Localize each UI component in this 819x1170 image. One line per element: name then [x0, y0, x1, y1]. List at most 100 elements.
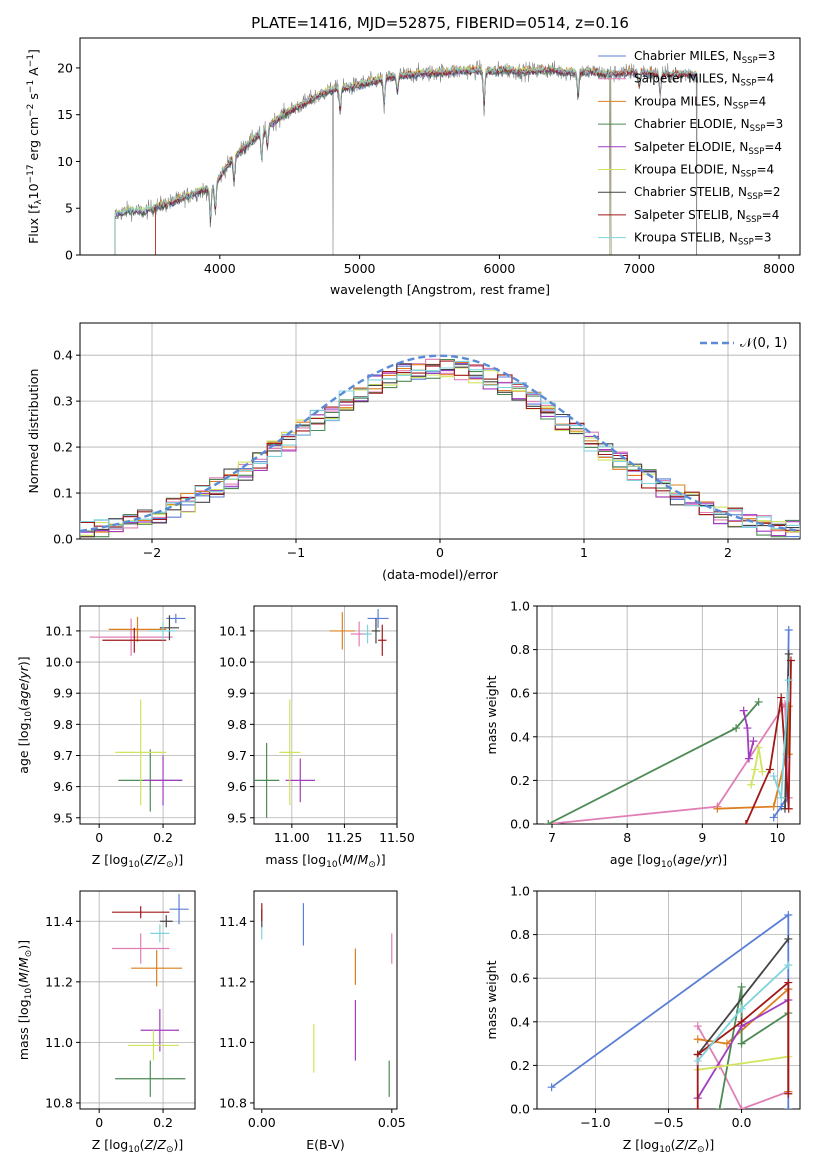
- weight-point-marker: [741, 820, 750, 824]
- legend-entry: Chabrier MILES, NSSP=3: [634, 49, 775, 66]
- weight-point-marker: [786, 656, 795, 665]
- x-tick-label: 0: [95, 1115, 103, 1130]
- errorbars: [89, 613, 186, 812]
- x-tick-label: 11.50: [379, 830, 415, 845]
- weight-series-line: [697, 1055, 789, 1071]
- weight-point-marker: [777, 793, 786, 802]
- y-tick-label: 10.1: [45, 623, 73, 638]
- weight-point-marker: [737, 1039, 746, 1048]
- weight-point-marker: [722, 1039, 731, 1048]
- x-tick-label: −1.0: [580, 1115, 610, 1130]
- model-spectrum-line: [114, 67, 612, 255]
- x-tick-label: 7000: [623, 261, 655, 276]
- x-tick-label: 8: [623, 830, 631, 845]
- model-spectrum-line: [155, 66, 697, 255]
- y-tick-label: 9.8: [53, 717, 73, 732]
- x-tick-label: 11.25: [327, 830, 363, 845]
- weight-point-marker: [754, 697, 763, 706]
- x-tick-label: 0.05: [378, 1115, 406, 1130]
- y-tick-label: 15: [57, 107, 73, 122]
- weight-series-line: [547, 701, 760, 824]
- model-spectrum-line: [114, 65, 612, 255]
- weight-series-line: [696, 938, 790, 1056]
- y-tick-label: 11.2: [219, 974, 247, 989]
- weight-lines: [547, 910, 793, 1109]
- weight-lines: [544, 625, 795, 824]
- y-tick-label: 1.0: [510, 884, 530, 899]
- x-tick-label: 10: [770, 830, 786, 845]
- y-tick-label: 9.7: [227, 748, 247, 763]
- y-tick-label: 9.6: [227, 779, 247, 794]
- weight-point-marker: [784, 625, 793, 634]
- weight-point-marker: [739, 706, 748, 715]
- weight-point-marker: [765, 765, 774, 774]
- y-axis-label: Normed distribution: [26, 369, 41, 494]
- weight-point-marker: [784, 676, 793, 685]
- x-tick-label: −1: [287, 545, 305, 560]
- weight-point-marker: [693, 1057, 702, 1066]
- model-spectrum-line: [155, 65, 697, 255]
- y-tick-label: 0.8: [510, 642, 530, 657]
- axes-frame: [79, 37, 801, 256]
- legend-entry: Kroupa ELODIE, NSSP=4: [634, 163, 774, 180]
- axes-frame: [79, 890, 196, 1110]
- weight-point-marker: [737, 1017, 746, 1026]
- x-tick-label: −0.5: [653, 1115, 683, 1130]
- mass-vs-Z-panel: 0 0.2 10.8 11.0 11.2 11.4 Z [log10(Z/Z⊙)] mass …: [16, 890, 196, 1155]
- weight-point-marker: [758, 767, 767, 776]
- axes-frame: [79, 605, 196, 825]
- weight-point-marker: [737, 1105, 746, 1109]
- weight-point-marker: [737, 982, 746, 991]
- age-vs-mass-panel: 11.00 11.25 11.50 9.5 9.6 9.7 9.8 9.9 10.0 10.1 ma…: [219, 605, 415, 870]
- y-tick-label: 11.4: [45, 914, 73, 929]
- weight-point-marker: [743, 724, 752, 733]
- y-tick-label: 1.0: [510, 599, 530, 614]
- spectrum-panel: 4000 5000 6000 7000 8000 0 5 10 15 20 wavelength […: [26, 37, 801, 297]
- y-tick-label: 11.4: [219, 914, 247, 929]
- weight-point-marker: [784, 978, 793, 987]
- x-tick-label: −2: [143, 545, 161, 560]
- y-tick-label: 10.1: [219, 623, 247, 638]
- y-tick-label: 10.0: [219, 655, 247, 670]
- y-tick-label: 9.6: [53, 779, 73, 794]
- x-axis-label: Z [log10(Z/Z⊙)]: [623, 1137, 715, 1155]
- y-tick-label: 0.4: [510, 1014, 530, 1029]
- x-tick-label: 2: [724, 545, 732, 560]
- weight-point-marker: [784, 804, 793, 813]
- weight-point-marker: [747, 780, 756, 789]
- errorbars: [254, 609, 389, 818]
- y-tick-label: 0.3: [53, 394, 73, 409]
- weight-point-marker: [749, 737, 758, 746]
- x-axis-label: wavelength [Angstrom, rest frame]: [330, 282, 550, 297]
- weight-point-marker: [784, 1105, 793, 1109]
- weight-point-marker: [693, 1035, 702, 1044]
- weight-point-marker: [744, 754, 753, 763]
- axes-frame: [536, 605, 801, 825]
- y-tick-label: 9.9: [53, 686, 73, 701]
- x-tick-label: 0: [436, 545, 444, 560]
- weight-series-line: [750, 747, 764, 786]
- weight-point-marker: [547, 1083, 556, 1092]
- spectrum-models: [114, 59, 699, 255]
- legend-entry: Salpeter STELIB, NSSP=4: [634, 208, 779, 225]
- weight-series-line: [718, 986, 789, 1109]
- legend-entry: Salpeter ELODIE, NSSP=4: [634, 140, 782, 157]
- x-tick-label: 1: [580, 545, 588, 560]
- model-spectrum-line: [155, 64, 697, 255]
- errorbars: [111, 894, 189, 1097]
- y-tick-label: 0.6: [510, 971, 530, 986]
- y-tick-label: 9.8: [227, 717, 247, 732]
- weight-vs-age-panel: 7 8 9 10 0.0 0.2 0.4 0.6 0.8 1.0 age [log10(age/yr…: [484, 599, 801, 870]
- y-tick-label: 11.0: [45, 1035, 73, 1050]
- y-tick-label: 10.8: [45, 1095, 73, 1110]
- y-axis-label: mass weight: [484, 960, 499, 1039]
- axes-frame: [536, 890, 801, 1110]
- weight-point-marker: [769, 813, 778, 822]
- x-tick-label: 0: [95, 830, 103, 845]
- y-tick-label: 0.0: [510, 1102, 530, 1117]
- y-tick-label: 9.5: [53, 810, 73, 825]
- x-tick-label: 0.00: [248, 1115, 276, 1130]
- model-spectrum-line: [155, 64, 697, 255]
- weight-point-marker: [693, 1022, 702, 1031]
